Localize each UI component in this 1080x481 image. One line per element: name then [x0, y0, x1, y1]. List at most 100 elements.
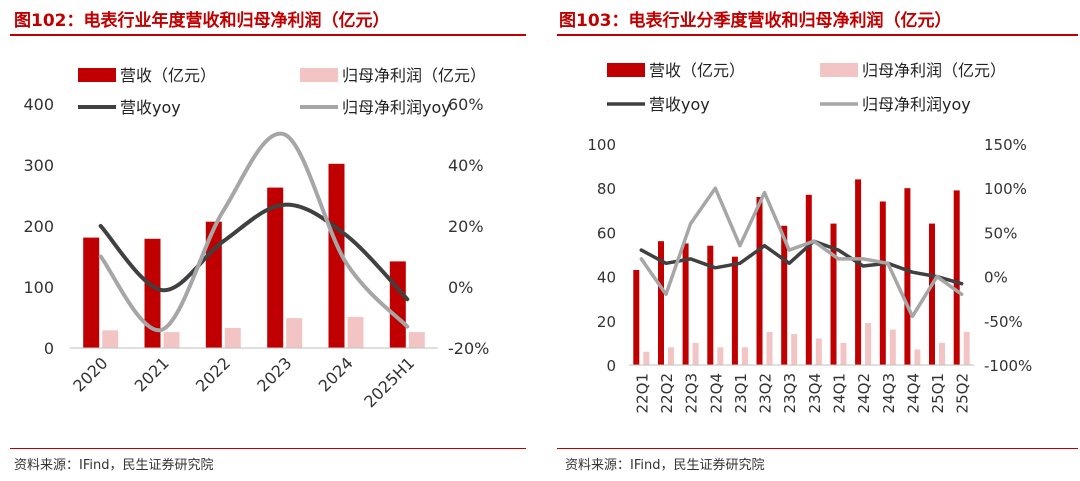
profit-bar — [963, 331, 970, 365]
y-left-tick-label: 300 — [23, 156, 54, 175]
source-divider — [557, 448, 1078, 449]
revenue-bar — [904, 188, 911, 365]
legend-profit-label: 归母净利润（亿元） — [862, 61, 1006, 80]
revenue-bar — [781, 225, 788, 365]
legend-profit-label: 归母净利润（亿元） — [342, 66, 486, 85]
legend-profit-yoy-label: 归母净利润yoy — [342, 98, 451, 117]
revenue-bar — [389, 261, 406, 348]
profit-bar — [408, 332, 425, 348]
y-left-tick-label: 400 — [23, 95, 54, 114]
x-tick-label: 24Q2 — [855, 373, 873, 413]
y-right-tick-label: -20% — [448, 339, 489, 358]
x-tick-label: 22Q2 — [658, 373, 676, 413]
y-left-tick-label: 60 — [597, 224, 616, 242]
profit-bar — [865, 323, 872, 365]
source-divider — [10, 448, 526, 449]
profit-bar — [102, 330, 119, 348]
revenue-bar — [756, 197, 763, 365]
profit-bar — [224, 327, 241, 348]
profit-bar — [692, 342, 699, 365]
legend-revenue-yoy-label: 营收yoy — [120, 98, 181, 117]
y-left-tick-label: 0 — [44, 339, 54, 358]
title-divider — [10, 34, 526, 36]
y-right-tick-label: 100% — [984, 180, 1027, 198]
revenue-yoy-line — [98, 202, 410, 302]
revenue-bar — [805, 194, 812, 365]
profit-bar — [791, 334, 798, 365]
y-left-tick-label: 20 — [597, 313, 616, 331]
y-right-tick-label: 60% — [448, 95, 484, 114]
source-note: 资料来源：IFind，民生证券研究院 — [565, 458, 765, 473]
y-left-tick-label: 80 — [597, 180, 616, 198]
x-tick-label: 22Q1 — [633, 373, 651, 413]
x-tick-label: 23Q4 — [806, 373, 824, 413]
x-tick-label: 2024 — [315, 353, 357, 395]
x-tick-label: 2023 — [253, 353, 295, 395]
profit-bar — [766, 331, 773, 365]
x-tick-label: 24Q3 — [880, 373, 898, 413]
profit-yoy-line — [639, 186, 964, 319]
revenue-bar — [682, 243, 689, 365]
revenue-bar — [658, 241, 664, 365]
y-left-tick-label: 100 — [23, 278, 54, 297]
profit-bar — [840, 342, 847, 365]
revenue-bar — [855, 179, 862, 365]
legend-revenue-label: 营收（亿元） — [649, 61, 745, 80]
revenue-bar — [731, 256, 738, 365]
profit-bar — [286, 318, 303, 348]
profit-bar — [889, 329, 896, 365]
chart-panel-annual: 图102：电表行业年度营收和归母净利润（亿元） 0 100 200 300 400 -20… — [10, 11, 526, 473]
y-left-tick-label: 0 — [606, 357, 616, 375]
revenue-bar — [144, 238, 161, 348]
revenue-bar — [707, 245, 714, 365]
x-tick-label: 23Q3 — [781, 373, 799, 413]
x-tick-label: 25Q1 — [929, 373, 947, 413]
profit-bar — [347, 316, 364, 348]
profit-yoy-line — [98, 131, 410, 332]
y-right-tick-label: 50% — [984, 224, 1017, 242]
revenue-bar — [953, 190, 960, 365]
y-right-tick-label: 20% — [448, 217, 484, 236]
x-tick-label: 24Q1 — [830, 373, 848, 413]
profit-bar — [914, 349, 921, 365]
profit-bar — [815, 338, 822, 365]
revenue-bar — [879, 201, 886, 365]
profit-bar — [643, 351, 650, 365]
legend-profit-yoy-label: 归母净利润yoy — [862, 95, 971, 114]
y-left-tick-label: 200 — [23, 217, 54, 236]
y-right-tick-label: 40% — [448, 156, 484, 175]
legend-profit-swatch — [300, 68, 338, 82]
y-left-tick-label: 100 — [587, 136, 616, 154]
profit-bar — [163, 332, 180, 348]
legend-revenue-swatch — [78, 68, 116, 82]
x-tick-label: 2021 — [131, 353, 173, 395]
x-tick-label: 2022 — [192, 353, 234, 395]
x-tick-label: 23Q1 — [732, 373, 750, 413]
source-note: 资料来源：IFind，民生证券研究院 — [14, 458, 214, 473]
profit-bar — [939, 342, 945, 365]
y-right-tick-label: -50% — [984, 313, 1023, 331]
revenue-bar — [929, 223, 935, 365]
quarterly-chart: 0 20 40 60 80 100 -100% -50% 0% 50% 100% 150% 22Q1 22… — [587, 61, 1032, 413]
chart-title: 图103：电表行业分季度营收和归母净利润（亿元） — [559, 11, 952, 31]
profit-bar — [668, 347, 674, 365]
title-divider — [557, 34, 1078, 36]
revenue-bar — [830, 223, 837, 365]
x-tick-label: 22Q3 — [683, 373, 701, 413]
legend-revenue-swatch — [607, 63, 645, 77]
legend-revenue-yoy-label: 营收yoy — [649, 95, 710, 114]
x-tick-label: 22Q4 — [707, 373, 725, 413]
x-tick-label: 2020 — [69, 353, 111, 395]
y-right-tick-label: 150% — [984, 136, 1027, 154]
y-right-tick-label: 0% — [984, 269, 1008, 287]
revenue-bar — [328, 163, 345, 348]
revenue-yoy-line — [639, 239, 964, 286]
chart-title: 图102：电表行业年度营收和归母净利润（亿元） — [14, 11, 390, 31]
revenue-bar — [267, 187, 284, 348]
chart-panel-quarterly: 图103：电表行业分季度营收和归母净利润（亿元） 0 20 40 60 80 100 -10… — [555, 0, 1080, 481]
x-tick-label: 24Q4 — [904, 373, 922, 413]
y-right-tick-label: 0% — [448, 278, 473, 297]
revenue-bar — [633, 270, 640, 365]
x-tick-label: 2025H1 — [360, 353, 418, 411]
revenue-bar — [83, 237, 100, 348]
